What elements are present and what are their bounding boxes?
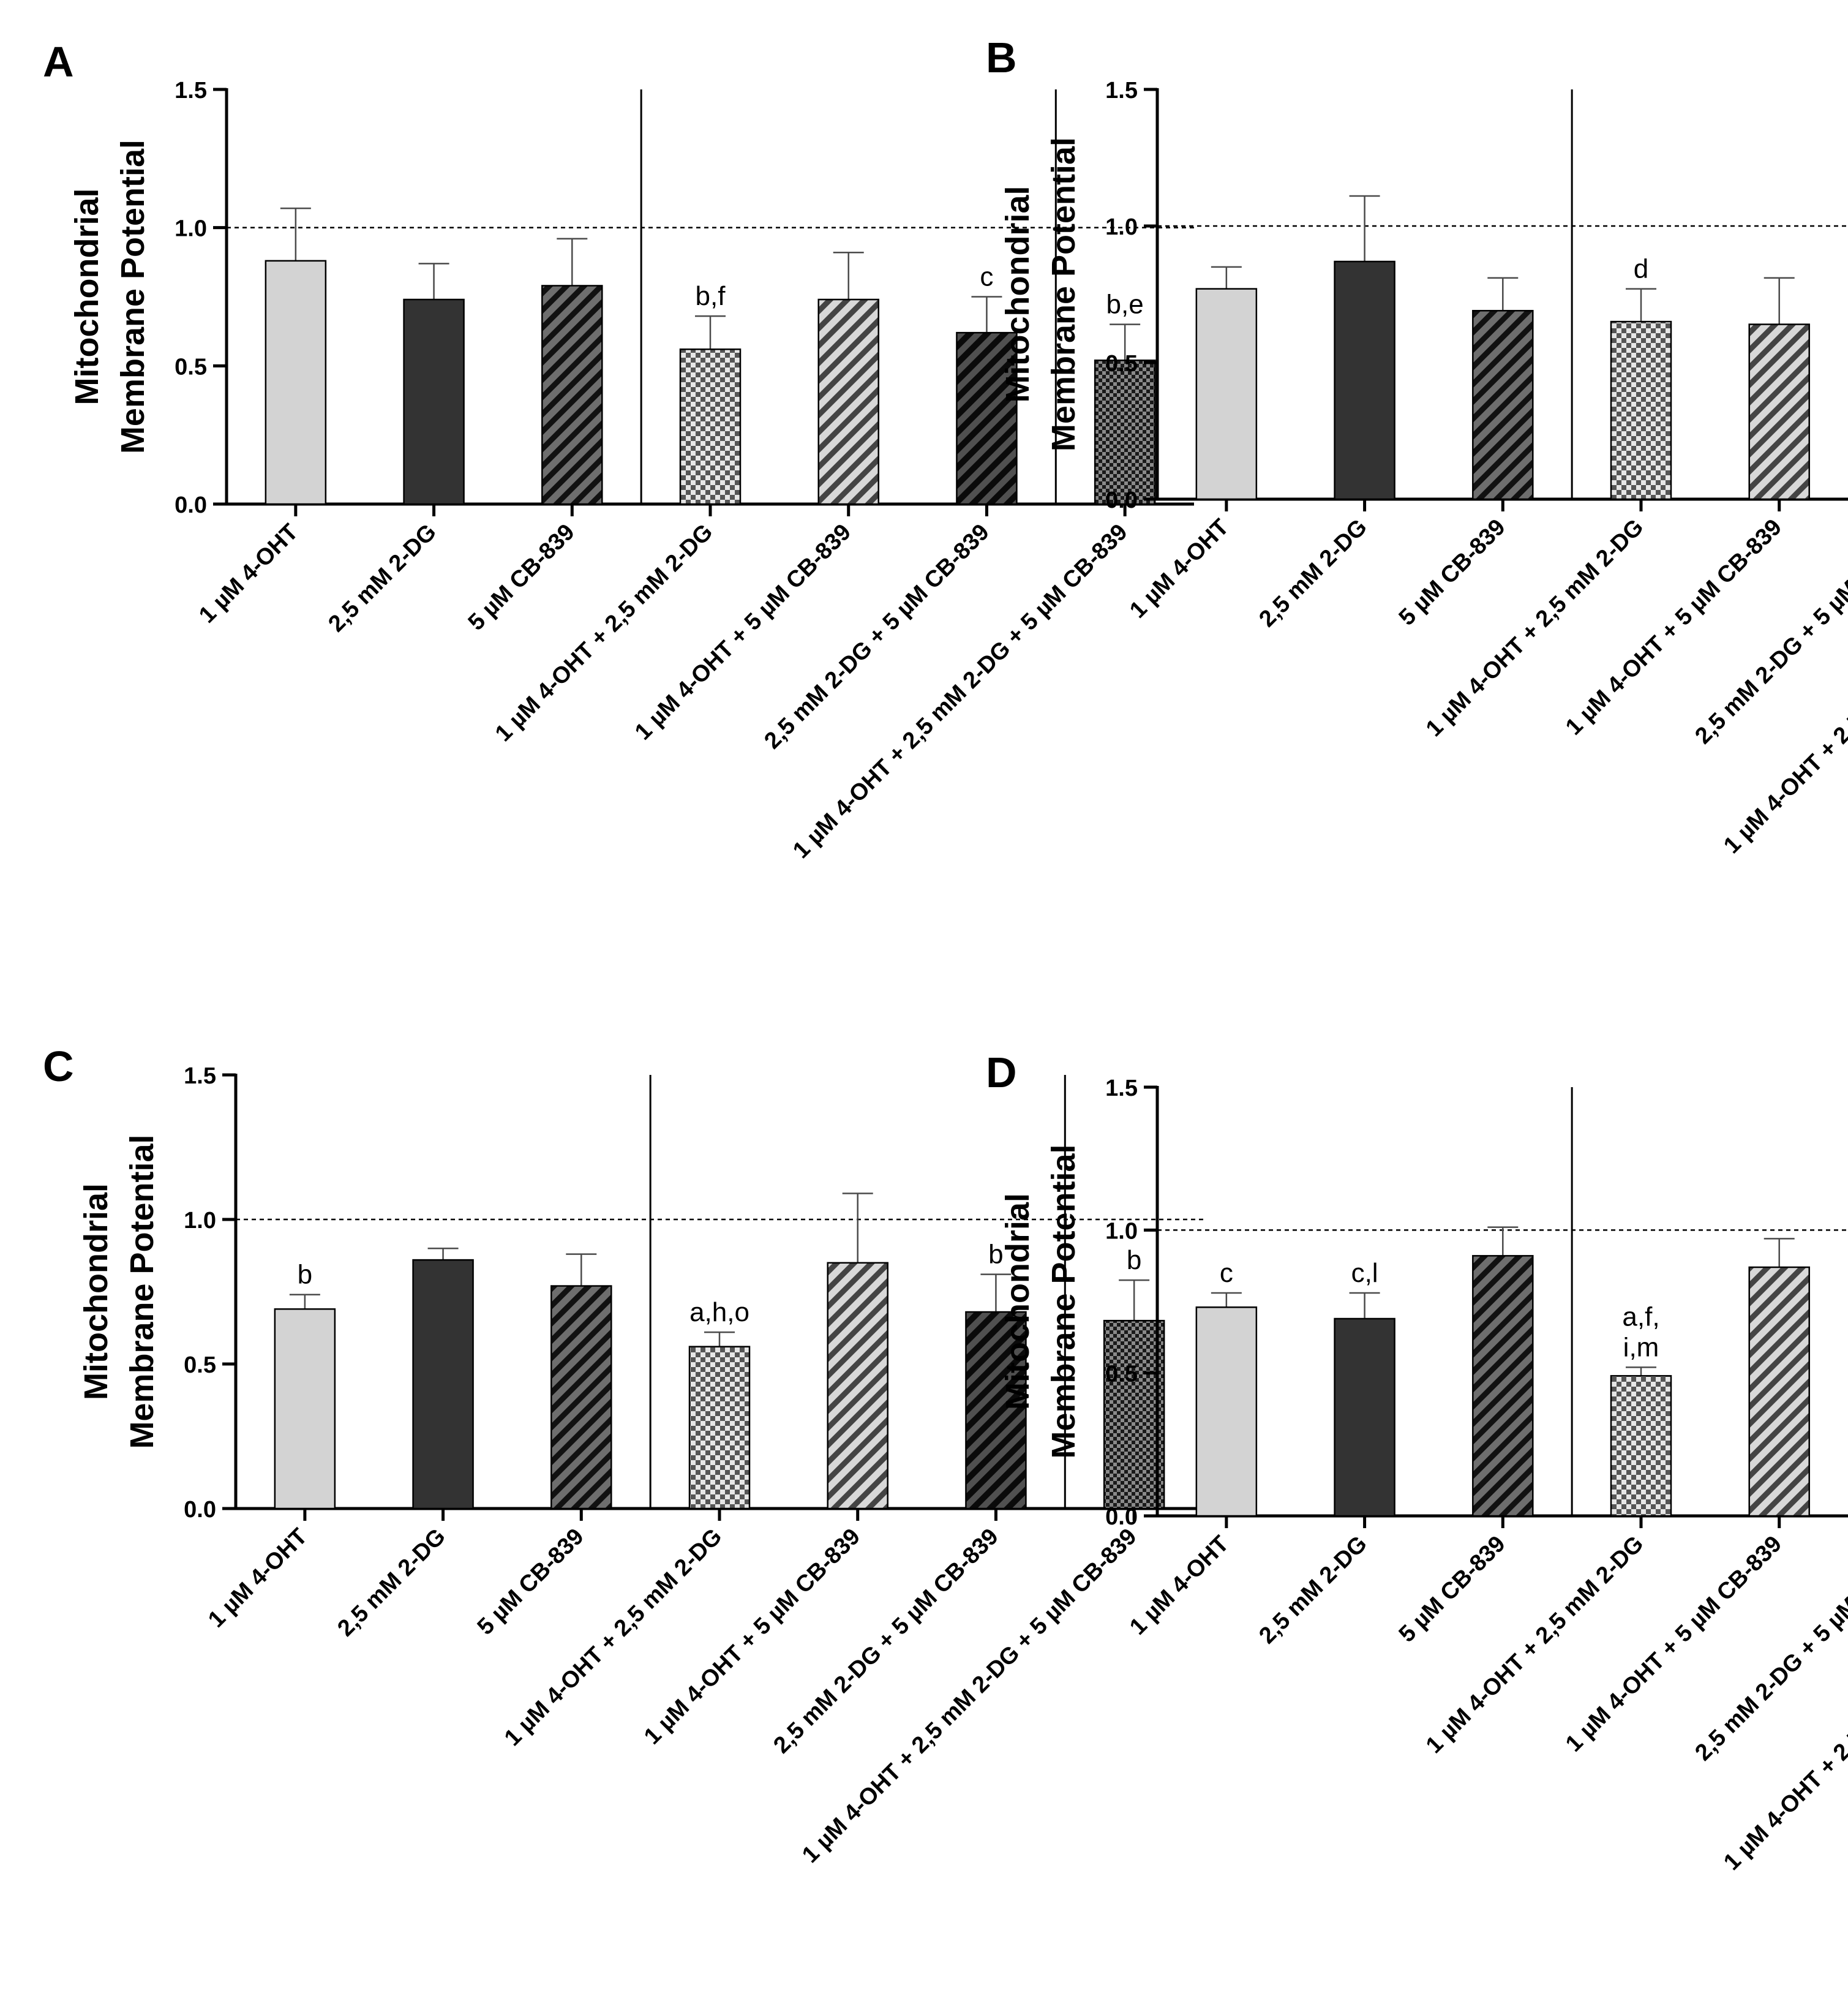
- y-tick-label: 0.5: [1105, 1362, 1138, 1387]
- y-axis-title: Mitochondrial: [69, 189, 105, 405]
- bar: [817, 298, 879, 505]
- category-label: 1 µM 4-OHT + 5 µM CB-839: [1561, 1531, 1787, 1757]
- category-label: 1 µM 4-OHT: [203, 1524, 312, 1633]
- y-tick-label: 0.0: [1105, 1504, 1138, 1530]
- bar: [1610, 320, 1672, 500]
- category-label: 1 µM 4-OHT + 5 µM CB-839: [630, 519, 856, 745]
- y-tick-label: 1.0: [1105, 1218, 1138, 1244]
- category-label: 1 µM 4-OHT + 2,5 mM 2-DG: [490, 519, 718, 747]
- significance-annotation: a,f,: [1622, 1302, 1659, 1332]
- category-label: 2,5 mM 2-DG: [1254, 514, 1372, 632]
- category-label: 2,5 mM 2-DG: [332, 1524, 450, 1641]
- y-axis-title: Membrane Potential: [115, 140, 151, 454]
- y-tick-label: 1.0: [175, 216, 207, 242]
- y-tick-label: 1.0: [1105, 214, 1138, 240]
- bar: [1748, 323, 1810, 500]
- significance-annotation: c,l: [1351, 1258, 1378, 1288]
- y-tick-label: 0.0: [1105, 488, 1138, 513]
- bar: [550, 1285, 612, 1510]
- y-tick-label: 1.5: [175, 78, 207, 104]
- category-label: 5 µM CB-839: [1394, 514, 1511, 631]
- significance-annotation: b: [1127, 1245, 1141, 1275]
- bar: [541, 285, 603, 505]
- bar: [274, 1308, 336, 1510]
- y-tick-label: 0.0: [184, 1497, 216, 1523]
- y-axis-title: Mitochondrial: [78, 1183, 115, 1400]
- bar: [412, 1259, 474, 1510]
- bar: [827, 1262, 888, 1510]
- category-label: 5 µM CB-839: [1394, 1531, 1511, 1648]
- panel-letter: C: [43, 1042, 74, 1090]
- category-label: 5 µM CB-839: [473, 1524, 589, 1640]
- category-label: 1 µM 4-OHT + 2,5 mM 2-DG: [500, 1524, 727, 1751]
- significance-annotation: b,f: [696, 281, 726, 311]
- y-axis-title: Membrane Potential: [1045, 137, 1082, 451]
- significance-annotation: d: [1634, 254, 1648, 284]
- bar: [1472, 1255, 1534, 1517]
- significance-annotation: c: [980, 262, 993, 292]
- category-label: 5 µM CB-839: [464, 519, 580, 636]
- y-tick-label: 0.0: [175, 492, 207, 518]
- bar: [1094, 360, 1156, 505]
- y-axis-title: Mitochondrial: [999, 1193, 1036, 1410]
- bar: [1472, 310, 1534, 500]
- y-tick-label: 1.5: [184, 1063, 216, 1089]
- bar: [1610, 1375, 1672, 1517]
- bar: [1334, 260, 1395, 500]
- y-tick-label: 1.5: [1105, 1076, 1138, 1101]
- category-label: 2,5 mM 2-DG: [1254, 1531, 1372, 1649]
- significance-annotation: b: [988, 1240, 1003, 1270]
- bar: [965, 1311, 1027, 1510]
- y-tick-label: 1.0: [184, 1208, 216, 1234]
- bar: [403, 298, 465, 505]
- category-label: 1 µM 4-OHT + 2,5 mM 2-DG: [1421, 514, 1648, 742]
- bar: [265, 260, 327, 505]
- bar: [1748, 1266, 1810, 1517]
- y-tick-label: 0.5: [1105, 351, 1138, 377]
- significance-annotation: c: [1220, 1258, 1233, 1288]
- y-tick-label: 1.5: [1105, 78, 1138, 104]
- bar: [1195, 1306, 1258, 1517]
- category-label: 2,5 mM 2-DG + 5 µM CB-839: [768, 1524, 1003, 1758]
- bar: [688, 1346, 751, 1510]
- bar: [679, 349, 742, 505]
- bar: [1334, 1317, 1395, 1517]
- y-tick-label: 0.5: [184, 1352, 216, 1378]
- category-label: 1 µM 4-OHT + 5 µM CB-839: [639, 1524, 865, 1750]
- category-label: 2,5 mM 2-DG: [323, 519, 441, 637]
- panel-letter: A: [43, 38, 74, 86]
- y-tick-label: 0.5: [175, 354, 207, 380]
- category-label: 1 µM 4-OHT: [1125, 1531, 1234, 1640]
- panel-letter: D: [986, 1049, 1017, 1096]
- category-label: 1 µM 4-OHT + 2,5 mM 2-DG: [1421, 1531, 1648, 1758]
- category-label: 1 µM 4-OHT: [194, 519, 303, 628]
- significance-annotation: b: [298, 1260, 312, 1290]
- significance-annotation: i,m: [1623, 1332, 1659, 1362]
- bar: [1195, 288, 1258, 500]
- category-label: 1 µM 4-OHT + 5 µM CB-839: [1561, 514, 1787, 740]
- y-axis-title: Membrane Potential: [124, 1134, 160, 1449]
- significance-annotation: a,h,o: [689, 1297, 749, 1327]
- category-label: 2,5 mM 2-DG + 5 µM CB-839: [759, 519, 994, 754]
- significance-annotation: b,e: [1106, 290, 1144, 320]
- bar: [956, 331, 1018, 505]
- y-axis-title: Mitochondrial: [999, 186, 1036, 403]
- y-axis-title: Membrane Potential: [1045, 1144, 1082, 1458]
- bar: [1103, 1319, 1165, 1510]
- panel-letter: B: [986, 34, 1017, 81]
- category-label: 1 µM 4-OHT: [1125, 514, 1234, 624]
